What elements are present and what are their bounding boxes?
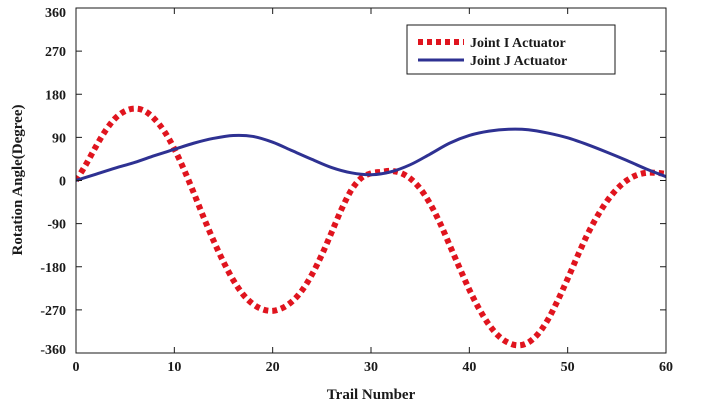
legend-label-joint-j: Joint J Actuator bbox=[470, 54, 567, 69]
series-line-joint-j bbox=[76, 127, 666, 182]
legend: Joint I Actuator Joint J Actuator bbox=[406, 24, 616, 75]
legend-label-joint-i: Joint I Actuator bbox=[470, 36, 566, 51]
tick-labels: 0 10 20 30 40 50 60 360 270 180 90 0 -90 -180 -270 -360 bbox=[40, 6, 673, 375]
y-axis-title: Rotation Angle(Degree) bbox=[10, 105, 26, 256]
series-layer bbox=[76, 105, 666, 349]
x-tick-label: 60 bbox=[659, 360, 673, 375]
legend-box bbox=[406, 24, 616, 75]
x-tick-label: 50 bbox=[561, 360, 575, 375]
y-tick-label: 90 bbox=[52, 131, 66, 146]
y-tick-label: 180 bbox=[45, 88, 66, 103]
ticks-layer bbox=[75, 7, 667, 354]
y-tick-label: -270 bbox=[40, 304, 66, 319]
y-tick-label: 0 bbox=[59, 175, 66, 190]
x-tick-label: 10 bbox=[167, 360, 181, 375]
y-tick-label: -360 bbox=[40, 343, 66, 358]
y-tick-label: 270 bbox=[45, 45, 66, 60]
y-tick-label: -180 bbox=[40, 261, 66, 276]
x-tick-label: 20 bbox=[266, 360, 280, 375]
y-tick-label: -90 bbox=[47, 218, 66, 233]
y-tick-label: 360 bbox=[45, 6, 66, 21]
x-tick-label: 30 bbox=[364, 360, 378, 375]
x-axis-title: Trail Number bbox=[327, 387, 416, 403]
x-tick-label: 0 bbox=[73, 360, 80, 375]
x-tick-label: 40 bbox=[462, 360, 476, 375]
